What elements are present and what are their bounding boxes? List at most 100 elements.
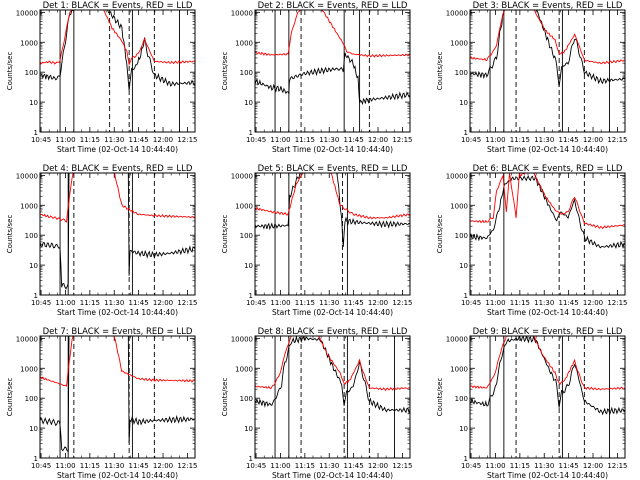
- panel-title: Det 9: BLACK = Events, RED = LLD: [473, 327, 623, 337]
- series-red-line: [470, 173, 625, 230]
- y-tick-label: 100: [25, 395, 38, 403]
- series-red-line: [255, 336, 410, 392]
- panel-title: Det 1: BLACK = Events, RED = LLD: [43, 1, 193, 11]
- x-tick-label: 12:15: [607, 136, 627, 144]
- x-tick-label: 12:00: [583, 462, 603, 470]
- series-red-line: [470, 10, 625, 65]
- series-group: [255, 10, 410, 106]
- x-tick-label: 12:00: [368, 299, 388, 307]
- y-tick-label: 10000: [446, 172, 468, 180]
- x-tick-label: 10:45: [461, 462, 481, 470]
- series-red-line: [40, 10, 195, 67]
- x-tick-label: 12:15: [177, 299, 197, 307]
- x-tick-label: 12:00: [153, 299, 173, 307]
- series-black-line: [255, 336, 410, 415]
- y-axis-label: Counts/sec: [436, 52, 444, 91]
- x-tick-label: 11:15: [80, 299, 100, 307]
- x-tick-label: 11:30: [104, 299, 124, 307]
- marker-lines: [489, 336, 611, 458]
- panel-det-8: Det 8: BLACK = Events, RED = LLD Counts/s…: [221, 327, 413, 480]
- series-red-line: [40, 173, 195, 223]
- y-tick-label: 1: [34, 455, 38, 463]
- y-tick-label: 100: [455, 395, 468, 403]
- y-tick-label: 1: [249, 455, 253, 463]
- y-tick-label: 1000: [450, 365, 468, 373]
- y-tick-label: 1000: [20, 202, 38, 210]
- x-axis-label: Start Time (02-Oct-14 10:44:40): [57, 308, 178, 317]
- series-group: [40, 10, 195, 91]
- x-tick-label: 10:45: [461, 136, 481, 144]
- panel-det-3: Det 3: BLACK = Events, RED = LLD Counts/s…: [436, 1, 628, 154]
- y-tick-label: 10000: [231, 335, 253, 343]
- x-tick-label: 11:45: [559, 299, 579, 307]
- x-axis-label: Start Time (02-Oct-14 10:44:40): [272, 145, 393, 154]
- y-tick-label: 100: [25, 232, 38, 240]
- y-tick-label: 10: [29, 99, 38, 107]
- y-tick-label: 10: [244, 425, 253, 433]
- y-tick-label: 10: [29, 425, 38, 433]
- x-tick-label: 10:45: [31, 462, 51, 470]
- panel-det-7: Det 7: BLACK = Events, RED = LLD Counts/s…: [6, 327, 198, 480]
- y-tick-label: 10000: [16, 335, 38, 343]
- series-red-line: [40, 336, 195, 387]
- x-tick-label: 11:30: [319, 299, 339, 307]
- y-tick-label: 100: [240, 232, 253, 240]
- x-tick-label: 11:45: [344, 136, 364, 144]
- x-tick-label: 11:00: [270, 462, 290, 470]
- panel-title: Det 7: BLACK = Events, RED = LLD: [43, 327, 193, 337]
- marker-lines: [59, 10, 181, 132]
- x-tick-label: 11:45: [129, 462, 149, 470]
- y-tick-label: 1: [464, 292, 468, 300]
- x-tick-label: 11:45: [344, 462, 364, 470]
- x-tick-label: 12:00: [368, 462, 388, 470]
- x-tick-label: 11:45: [344, 299, 364, 307]
- series-red-line: [255, 173, 410, 220]
- x-tick-label: 11:15: [295, 136, 315, 144]
- marker-lines: [489, 10, 611, 132]
- x-tick-label: 10:45: [31, 299, 51, 307]
- x-tick-label: 11:45: [559, 136, 579, 144]
- y-tick-label: 10000: [446, 335, 468, 343]
- y-tick-label: 100: [240, 395, 253, 403]
- y-tick-label: 1: [34, 129, 38, 137]
- y-tick-label: 1000: [20, 365, 38, 373]
- x-tick-label: 11:30: [319, 136, 339, 144]
- plot-frame: [39, 335, 196, 459]
- panel-title: Det 6: BLACK = Events, RED = LLD: [473, 164, 623, 174]
- panel-det-9: Det 9: BLACK = Events, RED = LLD Counts/s…: [436, 327, 628, 480]
- plot-frame: [39, 172, 196, 296]
- x-tick-label: 11:45: [129, 136, 149, 144]
- series-red-line: [255, 10, 410, 58]
- y-axis-label: Counts/sec: [436, 378, 444, 417]
- x-tick-label: 11:15: [510, 136, 530, 144]
- x-tick-label: 12:15: [607, 462, 627, 470]
- y-tick-label: 100: [455, 232, 468, 240]
- x-tick-label: 11:15: [80, 136, 100, 144]
- x-tick-label: 11:15: [80, 462, 100, 470]
- x-tick-label: 11:30: [104, 136, 124, 144]
- y-tick-label: 100: [455, 69, 468, 77]
- x-tick-label: 12:15: [392, 136, 412, 144]
- x-tick-label: 11:30: [534, 136, 554, 144]
- series-black-line: [470, 174, 625, 250]
- panel-title: Det 5: BLACK = Events, RED = LLD: [258, 164, 408, 174]
- y-tick-label: 10: [244, 262, 253, 270]
- y-tick-label: 1000: [235, 365, 253, 373]
- y-tick-label: 10: [459, 262, 468, 270]
- x-tick-label: 12:00: [153, 136, 173, 144]
- x-tick-label: 11:00: [270, 299, 290, 307]
- x-tick-label: 12:15: [177, 136, 197, 144]
- x-tick-label: 12:00: [368, 136, 388, 144]
- x-tick-label: 12:00: [583, 136, 603, 144]
- x-tick-label: 11:00: [55, 136, 75, 144]
- y-tick-label: 1000: [235, 39, 253, 47]
- x-tick-label: 11:00: [485, 462, 505, 470]
- x-axis-label: Start Time (02-Oct-14 10:44:40): [57, 145, 178, 154]
- x-tick-label: 11:15: [510, 299, 530, 307]
- plot-frame: [254, 172, 411, 296]
- y-tick-label: 1000: [450, 39, 468, 47]
- x-axis-label: Start Time (02-Oct-14 10:44:40): [487, 145, 608, 154]
- y-tick-label: 100: [25, 69, 38, 77]
- y-tick-label: 1: [34, 292, 38, 300]
